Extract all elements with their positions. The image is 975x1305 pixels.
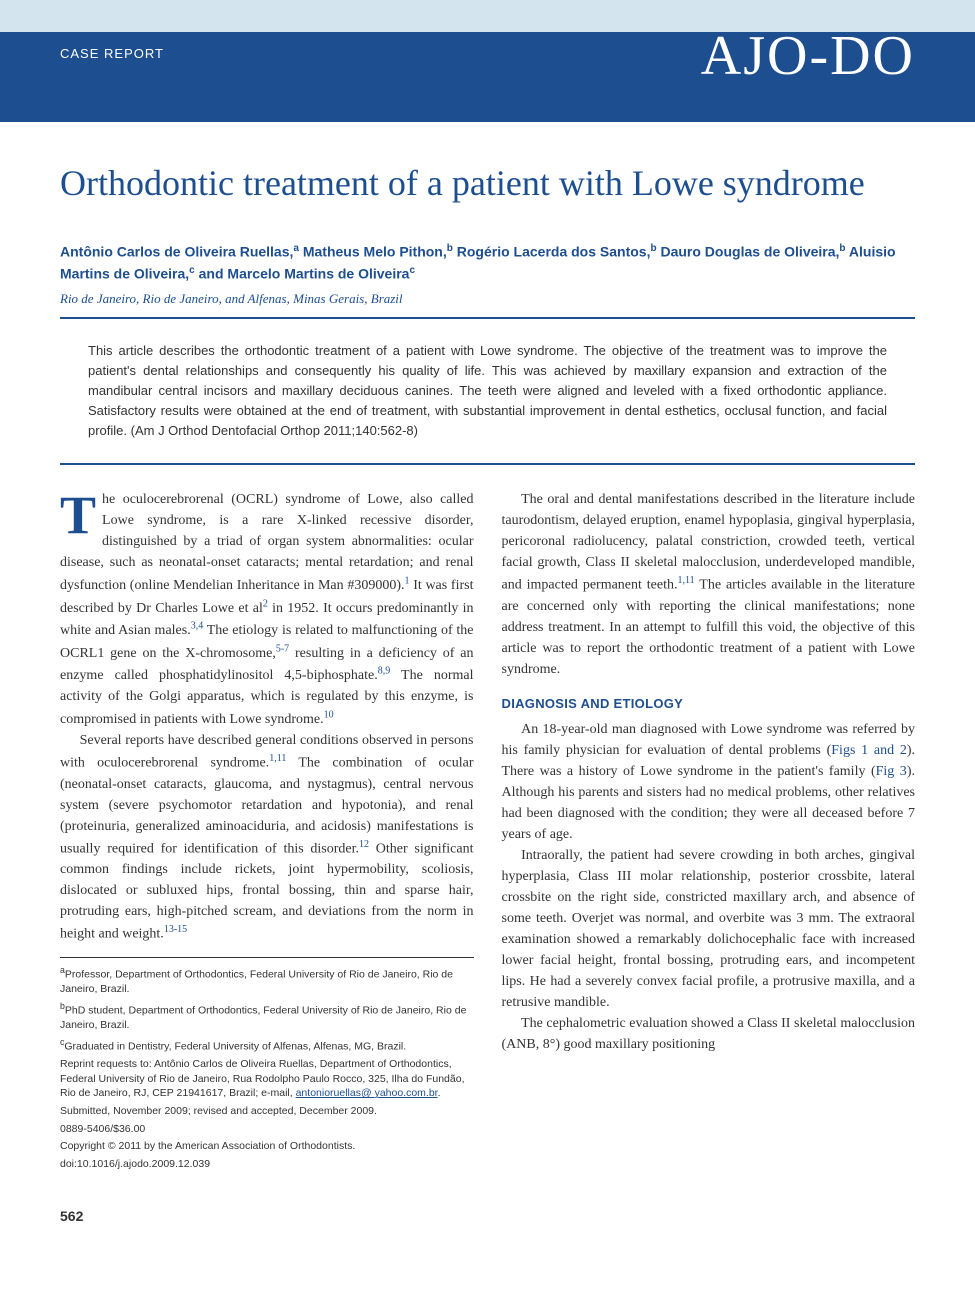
footnotes-block: aProfessor, Department of Orthodontics, … <box>60 957 474 1172</box>
body-paragraph-4: An 18-year-old man diagnosed with Lowe s… <box>502 719 916 845</box>
divider-top <box>60 317 915 319</box>
footnote-b: bPhD student, Department of Orthodontics… <box>60 1000 474 1033</box>
journal-logo: AJO-DO <box>701 24 915 88</box>
footnote-c: cGraduated in Dentistry, Federal Univers… <box>60 1036 474 1054</box>
footnote-submitted: Submitted, November 2009; revised and ac… <box>60 1104 474 1119</box>
article-title: Orthodontic treatment of a patient with … <box>60 162 915 205</box>
body-paragraph-5: Intraorally, the patient had severe crow… <box>502 845 916 1013</box>
body-paragraph-6: The cephalometric evaluation showed a Cl… <box>502 1013 916 1055</box>
divider-bottom <box>60 463 915 465</box>
section-heading-diagnosis: DIAGNOSIS AND ETIOLOGY <box>502 694 916 714</box>
footnote-issn: 0889-5406/$36.00 <box>60 1122 474 1137</box>
authors-list: Antônio Carlos de Oliveira Ruellas,a Mat… <box>60 241 915 284</box>
footnote-reprint: Reprint requests to: Antônio Carlos de O… <box>60 1057 474 1101</box>
abstract: This article describes the orthodontic t… <box>60 327 915 456</box>
body-columns: The oculocerebrorenal (OCRL) syndrome of… <box>60 489 915 1172</box>
page-number: 562 <box>0 1202 975 1244</box>
header-bar: CASE REPORT AJO-DO <box>0 32 975 122</box>
article-content: Orthodontic treatment of a patient with … <box>0 122 975 1202</box>
footnote-doi: doi:10.1016/j.ajodo.2009.12.039 <box>60 1157 474 1172</box>
body-paragraph-2: Several reports have described general c… <box>60 730 474 945</box>
reprint-email-link[interactable]: antonioruellas@ yahoo.com.br <box>296 1087 438 1099</box>
footnote-copyright: Copyright © 2011 by the American Associa… <box>60 1139 474 1154</box>
footnote-a: aProfessor, Department of Orthodontics, … <box>60 964 474 997</box>
section-label: CASE REPORT <box>0 32 164 61</box>
body-paragraph-1: The oculocerebrorenal (OCRL) syndrome of… <box>60 489 474 730</box>
dropcap: T <box>60 489 102 539</box>
body-paragraph-3: The oral and dental manifestations descr… <box>502 489 916 680</box>
affiliation-line: Rio de Janeiro, Rio de Janeiro, and Alfe… <box>60 291 915 307</box>
